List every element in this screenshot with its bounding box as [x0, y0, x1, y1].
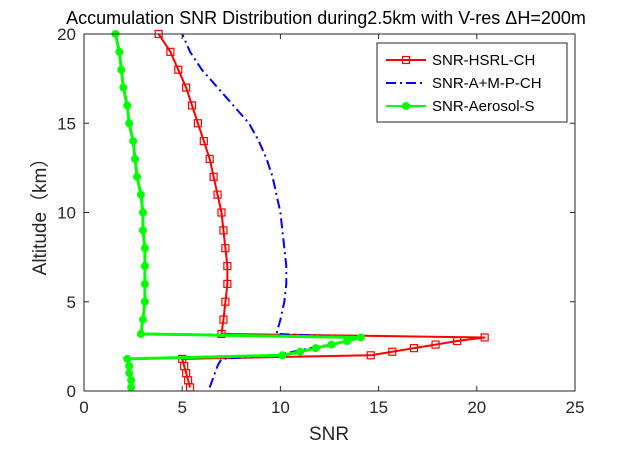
data-point — [117, 65, 126, 74]
data-point — [217, 208, 226, 217]
data-point — [296, 347, 305, 356]
y-tick-label: 10 — [57, 204, 76, 223]
y-tick-label: 0 — [67, 382, 76, 401]
data-point — [166, 47, 175, 56]
data-point — [205, 154, 214, 164]
legend-label: SNR-A+M-P-CH — [432, 75, 542, 92]
legend: SNR-HSRL-CH SNR-A+M-P-CH SNR-Aerosol-S — [376, 42, 568, 123]
data-point — [187, 101, 197, 110]
legend-entry-snr-hsrl-ch: SNR-HSRL-CH — [386, 52, 535, 69]
y-tick-label: 5 — [67, 293, 76, 312]
data-point — [193, 119, 203, 128]
data-point — [138, 208, 147, 217]
data-point — [115, 47, 124, 56]
data-point — [131, 154, 140, 163]
x-tick-label: 5 — [177, 398, 186, 417]
data-point — [140, 297, 149, 306]
data-point — [136, 190, 145, 199]
y-tick-label: 15 — [57, 114, 76, 133]
x-axis-label: SNR — [309, 424, 349, 445]
data-point — [140, 244, 149, 253]
x-tick-label: 10 — [271, 398, 290, 417]
data-point — [388, 347, 397, 356]
data-point — [119, 83, 128, 92]
data-point — [127, 376, 136, 385]
data-point — [409, 344, 419, 353]
data-point — [278, 351, 287, 360]
data-point — [209, 172, 218, 181]
data-point — [480, 333, 489, 342]
data-point — [199, 137, 208, 146]
data-point — [327, 340, 336, 349]
data-point — [133, 172, 142, 181]
data-point — [219, 226, 228, 235]
y-axis-label: Altitude（km） — [29, 149, 51, 276]
data-point — [223, 261, 232, 271]
data-point — [140, 279, 149, 288]
legend-label: SNR-HSRL-CH — [432, 52, 535, 69]
data-point — [431, 340, 440, 349]
data-point — [453, 336, 462, 346]
data-point — [136, 329, 145, 338]
data-point — [221, 244, 230, 253]
data-point — [123, 101, 132, 110]
data-point — [219, 315, 228, 324]
x-tick-label: 0 — [79, 398, 88, 417]
legend-marker — [401, 55, 411, 65]
data-point — [223, 279, 232, 288]
ticks-layer: 0 5 10 15 20 25 0 5 10 15 20 — [57, 25, 584, 417]
data-point — [129, 137, 138, 146]
legend-entry-snr-aerosol-s: SNR-Aerosol-S — [386, 98, 535, 115]
data-point — [213, 190, 222, 199]
legend-entry-snr-a-m-p-ch: SNR-A+M-P-CH — [386, 75, 542, 92]
series-layer — [111, 29, 489, 392]
series-snr-aerosol-s — [111, 30, 365, 392]
data-point — [182, 83, 191, 92]
data-point — [356, 333, 365, 342]
data-point — [140, 262, 149, 271]
y-tick-label: 20 — [57, 25, 76, 44]
data-point — [174, 65, 183, 74]
data-point — [343, 337, 352, 346]
data-point — [311, 344, 320, 353]
data-point — [221, 297, 230, 306]
chart-title: Accumulation SNR Distribution during2.5k… — [66, 8, 586, 28]
data-point — [125, 369, 134, 378]
series-line — [157, 33, 486, 388]
data-point — [123, 354, 132, 363]
x-tick-label: 25 — [566, 398, 585, 417]
x-tick-label: 20 — [467, 398, 486, 417]
x-tick-label: 15 — [369, 398, 388, 417]
data-point — [127, 383, 136, 392]
legend-label: SNR-Aerosol-S — [432, 98, 535, 115]
data-point — [138, 315, 147, 324]
data-point — [138, 226, 147, 235]
data-point — [125, 362, 134, 371]
legend-marker — [402, 102, 410, 110]
data-point — [366, 351, 375, 360]
data-point — [125, 119, 134, 128]
legend-items: SNR-HSRL-CH SNR-A+M-P-CH SNR-Aerosol-S — [386, 52, 542, 115]
